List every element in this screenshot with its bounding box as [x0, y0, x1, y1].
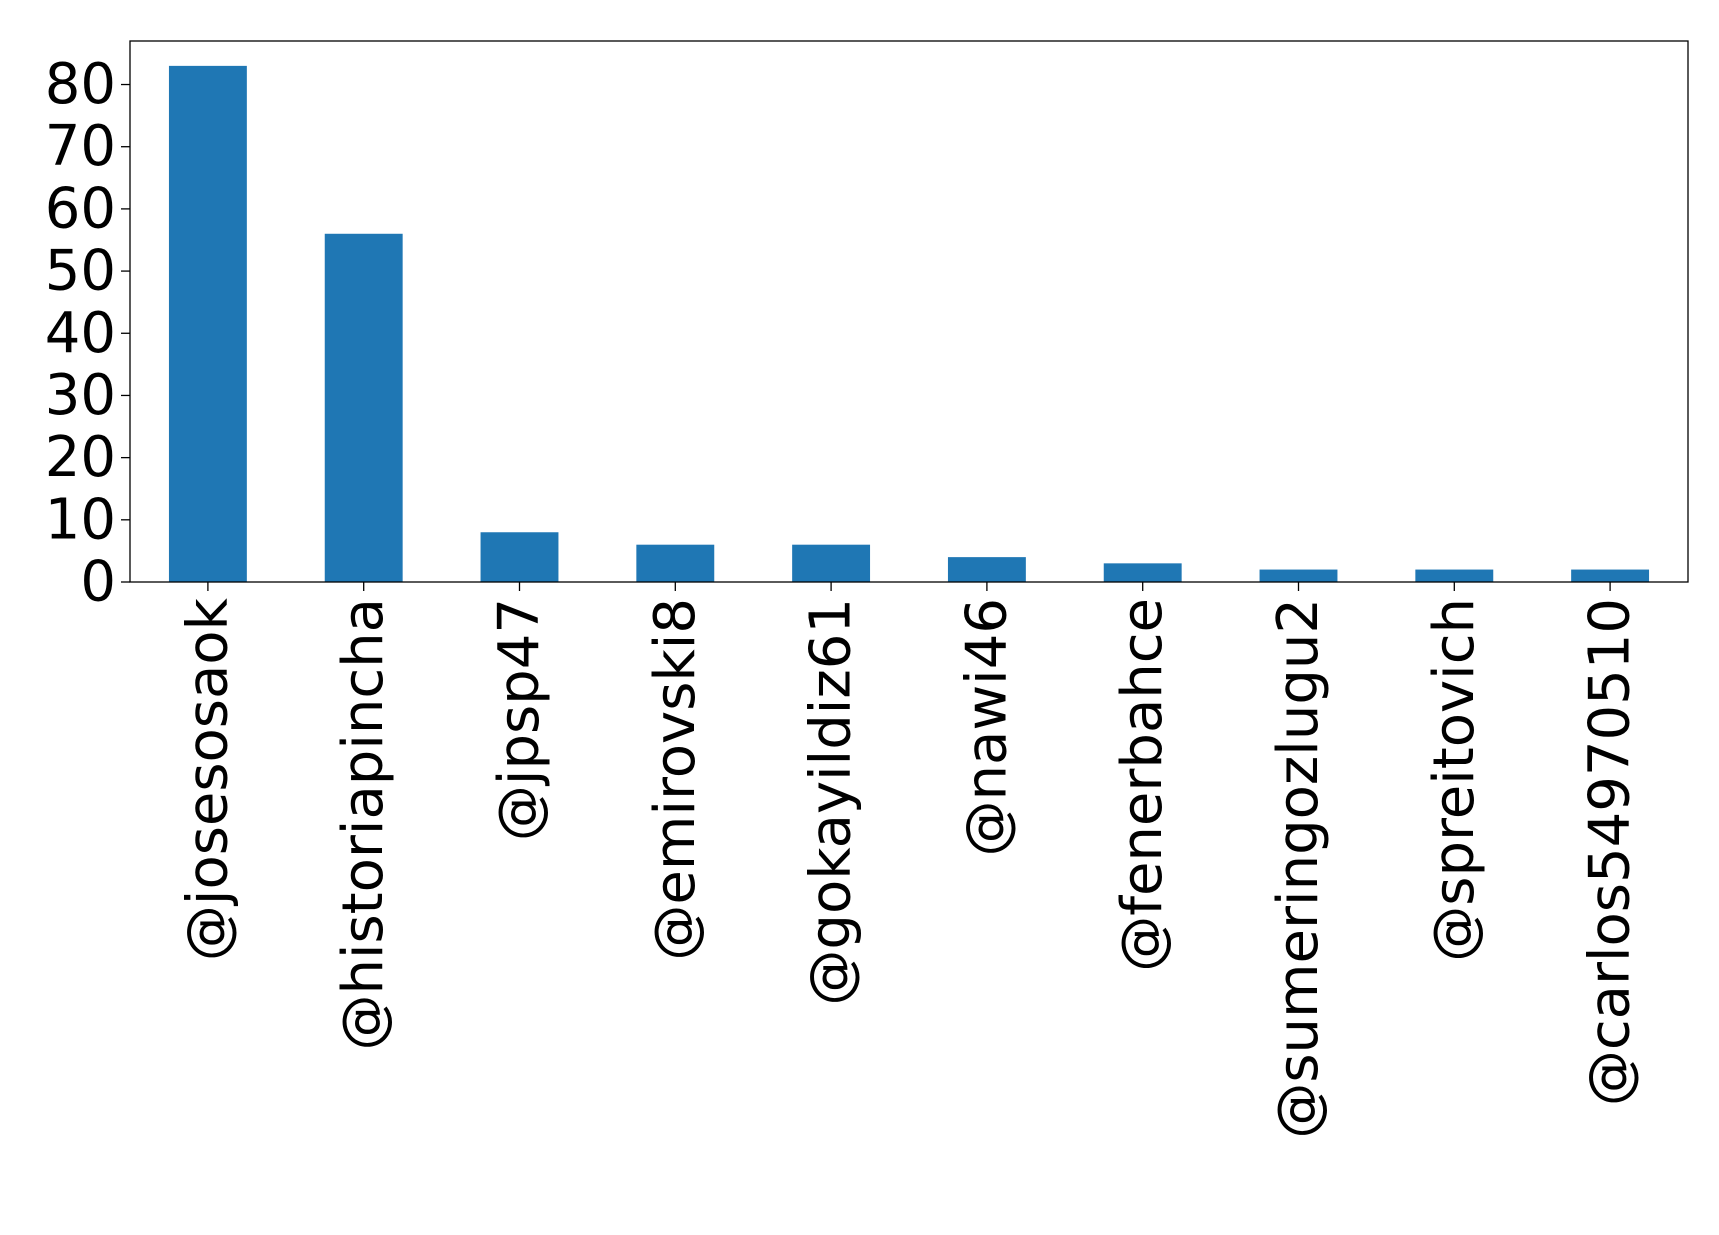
x-tick-label-1: @historiapincha	[331, 598, 396, 1051]
bar-6	[1103, 563, 1182, 582]
y-tick-label-3: 30	[45, 363, 116, 428]
x-tick-label-7: @sumeringozlugu2	[1266, 598, 1331, 1139]
x-tick-label-6: @fenerbahce	[1110, 598, 1175, 972]
x-tick-label-8: @spreitovich	[1422, 598, 1487, 962]
bars-group	[168, 65, 1650, 583]
bar-7	[1259, 569, 1338, 582]
plot-frame	[129, 40, 1689, 583]
x-tick-label-9: @carlos54970510	[1578, 598, 1643, 1106]
x-tick-label-3: @emirovski8	[643, 598, 708, 961]
bar-5	[947, 557, 1026, 582]
bar-0	[168, 65, 247, 583]
y-tick-label-5: 50	[45, 239, 116, 304]
x-tick-label-5: @nawi46	[954, 598, 1019, 856]
bar-4	[792, 544, 871, 582]
y-tick-label-1: 10	[45, 487, 116, 552]
y-tick-label-6: 60	[45, 176, 116, 241]
x-tick-label-0: @josesosaok	[175, 597, 240, 961]
x-tick-label-2: @jpsp47	[487, 598, 552, 841]
y-tick-label-0: 0	[80, 550, 116, 615]
x-axis: @josesosaok @historiapincha @jpsp47 @emirov…	[175, 582, 1643, 1139]
bar-8	[1415, 569, 1494, 582]
bar-9	[1571, 569, 1650, 582]
y-tick-label-8: 80	[45, 52, 116, 117]
y-tick-label-7: 70	[45, 114, 116, 179]
y-tick-label-2: 20	[45, 425, 116, 490]
x-tick-label-4: @gokayildiz61	[799, 598, 864, 1006]
bar-3	[636, 544, 715, 582]
bar-1	[324, 233, 403, 582]
bar-2	[480, 532, 559, 582]
y-tick-label-4: 40	[45, 301, 116, 366]
